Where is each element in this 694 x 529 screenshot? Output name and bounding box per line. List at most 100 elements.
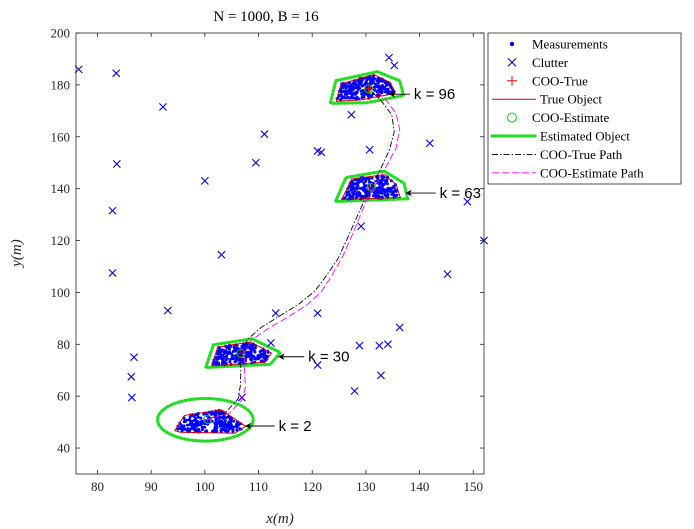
clutter-marker [317,148,326,157]
measurement-point [367,85,371,89]
measurement-point [235,346,239,350]
measurement-point [188,415,192,419]
measurement-point [367,176,371,180]
annotation-arrowhead [278,353,285,360]
x-tick-label: 150 [464,479,484,494]
measurement-point [195,413,199,417]
estimated-object [204,337,283,369]
measurement-point [380,90,384,94]
measurement-point [343,96,346,100]
measurement-point [226,352,230,356]
measurement-point [384,178,388,182]
clutter-marker [200,176,209,185]
clutter-marker [365,145,374,154]
measurement-point [179,423,183,427]
measurement-point [375,186,379,190]
measurement-point [339,88,343,92]
y-tick-label: 120 [51,233,71,248]
measurement-point [376,78,379,82]
x-tick-label: 120 [302,479,322,494]
legend-item: COO-Estimate [507,110,609,125]
measurement-point [182,424,186,428]
measurement-point [386,186,390,190]
measurement-point [254,357,258,361]
measurement-point [221,361,224,365]
measurement-point [250,356,253,360]
measurement-point [193,424,197,428]
measurement-point [348,194,352,198]
measurement-point [222,425,226,429]
x-tick-label: 80 [91,479,104,494]
clutter-marker [260,130,269,139]
coo-estimate-path [205,87,401,421]
legend-item: COO-True [507,73,588,88]
measurement-point [352,192,356,195]
legend-label: Clutter [532,55,569,70]
clutter-marker [347,110,356,119]
legend-label: Measurements [532,37,608,52]
measurement-point [354,182,358,186]
clutter-marker [376,371,385,380]
measurement-point [260,359,264,363]
clutter-marker [129,353,138,362]
measurement-point [352,187,356,191]
measurement-point [362,188,365,192]
annotation-label: k = 2 [279,418,312,435]
measurement-point [224,358,228,362]
measurement-point [351,81,355,85]
clutter-marker [127,393,136,402]
measurement-point [188,423,192,426]
x-tick-label: 100 [195,479,215,494]
measurement-point [230,418,234,422]
legend-label: COO-Estimate Path [540,165,644,180]
measurement-point [376,181,380,185]
measurement-point [384,83,388,87]
measurement-point [193,429,197,432]
clutter-marker [463,197,472,206]
measurement-point [224,430,228,433]
measurement-point [231,350,235,353]
measurement-point [199,416,203,420]
measurement-point [186,427,190,431]
measurement-point [357,190,361,194]
estimated-object [334,169,410,203]
objects-layer [156,70,410,443]
measurement-point [231,430,235,434]
y-tick-label: 60 [57,389,70,404]
clutter-marker [108,268,117,277]
measurement-point [358,78,362,82]
measurement-point [219,351,223,355]
clutter-marker [237,393,246,402]
legend-label: COO-Estimate [532,110,609,125]
chart-title: N = 1000, B = 16 [213,9,319,25]
measurement-point [364,92,368,96]
measurement-point [345,96,349,100]
true-object [211,341,273,367]
annotation-label: k = 30 [308,349,349,366]
measurement-point [215,429,219,433]
legend-item: Clutter [507,55,569,70]
measurement-point [215,361,219,365]
measurement-point [356,180,360,184]
measurement-point [386,192,390,196]
measurement-point [228,360,232,364]
measurement-point [362,177,366,181]
y-axis-label: y(m) [9,239,25,268]
measurement-point [378,85,382,89]
x-tick-label: 90 [145,479,158,494]
measurement-point [247,345,251,349]
measurement-point [362,181,366,185]
clutter-layer [74,53,488,402]
measurement-point [186,423,189,427]
clutter-marker [313,361,322,370]
measurement-point [192,419,196,423]
measurement-point [197,427,201,431]
measurement-point [218,348,222,352]
measurement-point [215,421,219,425]
x-axis-label: x(m) [265,511,293,527]
measurement-point [384,194,388,198]
x-tick-label: 140 [410,479,430,494]
estimated-object [156,396,255,443]
y-tick-label: 40 [57,441,70,456]
